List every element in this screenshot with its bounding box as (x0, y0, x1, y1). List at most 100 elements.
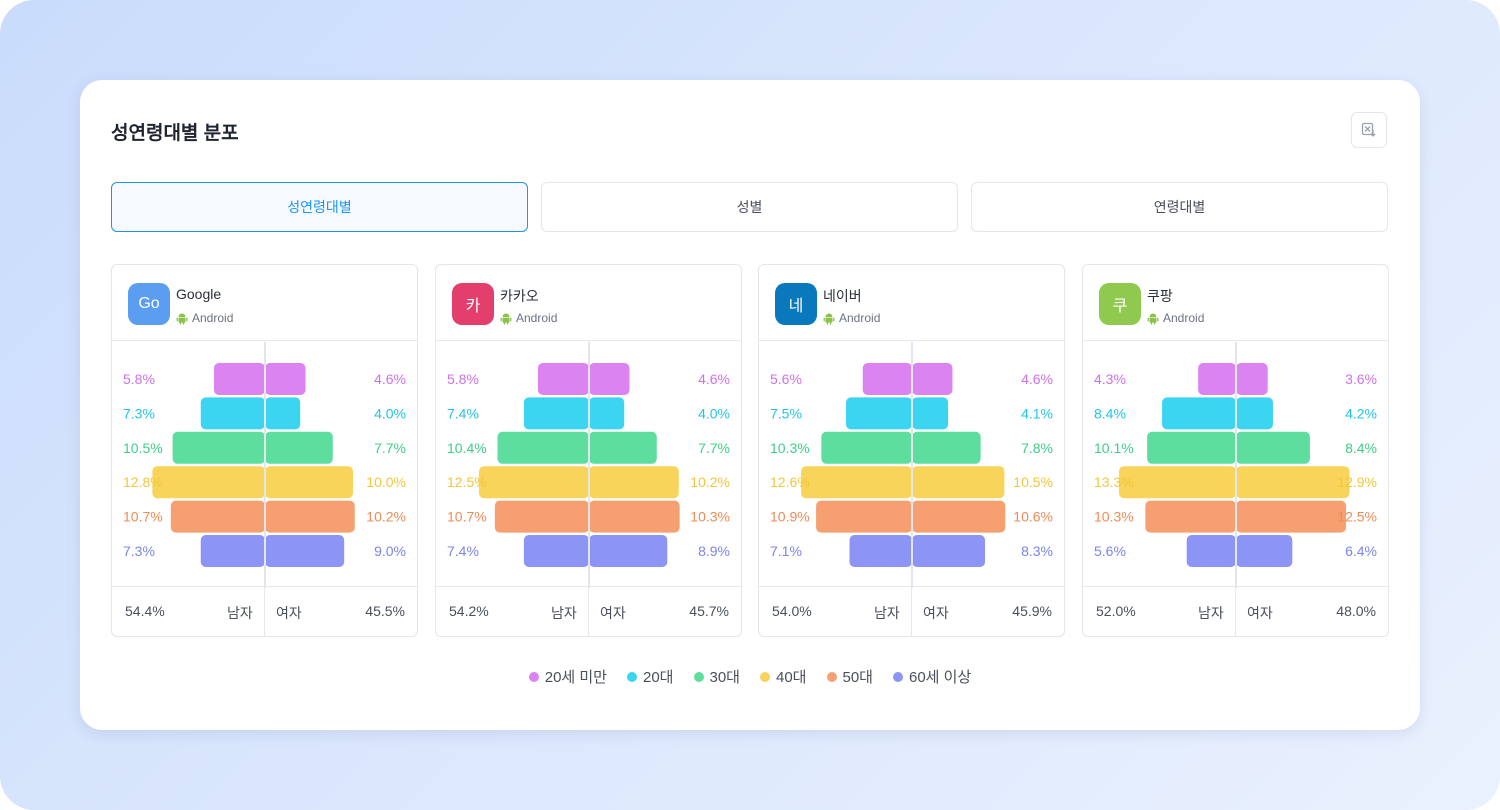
tab-gender[interactable]: 성별 (541, 182, 958, 232)
male-value-label: 12.5% (447, 474, 487, 490)
bar-male[interactable] (497, 431, 589, 464)
bar-male[interactable] (816, 500, 912, 533)
app-icon: 카 (452, 283, 494, 325)
bar-male[interactable] (846, 397, 912, 430)
bar-male[interactable] (479, 466, 589, 499)
bar-female[interactable] (589, 431, 657, 464)
tab-age[interactable]: 연령대별 (971, 182, 1388, 232)
female-value-label: 10.3% (690, 509, 730, 525)
female-value-label: 10.6% (1013, 509, 1053, 525)
legend-dot (760, 671, 770, 682)
bar-male[interactable] (1145, 500, 1236, 533)
legend-dot (693, 671, 704, 682)
excel-export-button[interactable] (1351, 112, 1387, 148)
female-total: 48.0% (1336, 603, 1376, 619)
bar-female[interactable] (1236, 397, 1273, 430)
bar-male[interactable] (1162, 397, 1236, 430)
bar-female[interactable] (1236, 363, 1268, 395)
bar-male[interactable] (152, 466, 265, 499)
bar-male[interactable] (862, 363, 912, 395)
female-label: 여자 (276, 605, 302, 621)
male-label: 남자 (551, 605, 577, 621)
bar-female[interactable] (1236, 466, 1350, 499)
male-value-label: 5.8% (447, 371, 479, 387)
legend-label: 30대 (709, 669, 741, 686)
female-total: 45.7% (689, 603, 729, 619)
female-value-label: 8.3% (1021, 543, 1053, 559)
bar-female[interactable] (1236, 431, 1310, 464)
female-value-label: 10.2% (690, 474, 730, 490)
platform-label: Android (839, 311, 881, 325)
male-value-label: 5.6% (1094, 543, 1126, 559)
female-value-label: 10.0% (366, 474, 406, 490)
bar-male[interactable] (200, 535, 265, 567)
female-value-label: 3.6% (1345, 371, 1377, 387)
bar-female[interactable] (912, 397, 949, 430)
female-value-label: 10.5% (1013, 474, 1053, 490)
chart-panel: 쿠 쿠팡 Android 52.0% 남자 여자 48.0% 4.3% 3.6% 8.4% 4.2%… (1082, 264, 1389, 637)
footer-divider (264, 587, 265, 636)
app-header: 네 네이버 Android (759, 265, 1064, 341)
bar-male[interactable] (523, 397, 589, 430)
female-total: 45.9% (1012, 603, 1052, 619)
bar-male[interactable] (1147, 431, 1236, 464)
female-value-label: 10.2% (366, 509, 406, 525)
legend: 20세 미만 20대 30대 40대 50대 60세 이상 (80, 666, 1420, 687)
bar-female[interactable] (265, 363, 306, 395)
bar-female[interactable] (589, 500, 680, 533)
bar-female[interactable] (1236, 500, 1346, 533)
bar-male[interactable] (1198, 363, 1236, 395)
legend-item: 60세 이상 (893, 666, 971, 687)
male-value-label: 12.6% (770, 474, 810, 490)
chart-panel: Go Google Android 54.4% 남자 여자 45.5% 5.8% 4.6% 7.3… (111, 264, 418, 637)
male-value-label: 4.3% (1094, 371, 1126, 387)
bar-male[interactable] (200, 397, 265, 430)
bar-male[interactable] (494, 500, 589, 533)
bar-male[interactable] (170, 500, 265, 533)
bar-female[interactable] (912, 500, 1006, 533)
bar-female[interactable] (912, 535, 986, 567)
bar-male[interactable] (537, 363, 589, 395)
bar-female[interactable] (589, 397, 625, 430)
bar-female[interactable] (589, 466, 679, 499)
female-value-label: 8.9% (698, 543, 730, 559)
legend-dot (528, 671, 539, 682)
bar-female[interactable] (1236, 535, 1293, 567)
male-value-label: 10.4% (447, 440, 487, 456)
bar-male[interactable] (1118, 466, 1236, 499)
footer-divider (588, 587, 589, 636)
bar-male[interactable] (1186, 535, 1236, 567)
bar-female[interactable] (912, 363, 953, 395)
bar-male[interactable] (821, 431, 912, 464)
excel-download-icon (1361, 122, 1376, 137)
male-value-label: 10.7% (447, 509, 487, 525)
bar-female[interactable] (265, 466, 353, 499)
android-icon (823, 313, 835, 325)
bar-female[interactable] (265, 431, 333, 464)
app-name: 카카오 (500, 288, 539, 304)
bar-female[interactable] (589, 535, 668, 567)
bar-male[interactable] (849, 535, 912, 567)
bar-male[interactable] (213, 363, 265, 395)
male-value-label: 10.3% (1094, 509, 1134, 525)
bar-male[interactable] (172, 431, 265, 464)
female-value-label: 4.0% (374, 405, 406, 421)
bar-female[interactable] (265, 535, 345, 567)
bar-female[interactable] (265, 397, 301, 430)
bar-male[interactable] (523, 535, 589, 567)
bar-female[interactable] (912, 431, 981, 464)
tab-age-gender[interactable]: 성연령대별 (111, 182, 528, 232)
bar-female[interactable] (912, 466, 1005, 499)
bar-female[interactable] (589, 363, 630, 395)
footer-divider (911, 587, 912, 636)
legend-label: 20대 (643, 669, 674, 686)
legend-dot (826, 671, 837, 682)
bar-female[interactable] (265, 500, 355, 533)
legend-item: 50대 (826, 666, 873, 687)
legend-item: 20대 (627, 666, 674, 687)
bar-male[interactable] (801, 466, 912, 499)
male-total: 52.0% (1096, 603, 1136, 619)
population-pyramid: 5.6% 4.6% 7.5% 4.1% 10.3% 7.8% 12.6% 10.5% 10.9%… (770, 342, 1053, 588)
android-icon (1147, 313, 1159, 325)
female-value-label: 4.1% (1021, 405, 1053, 421)
